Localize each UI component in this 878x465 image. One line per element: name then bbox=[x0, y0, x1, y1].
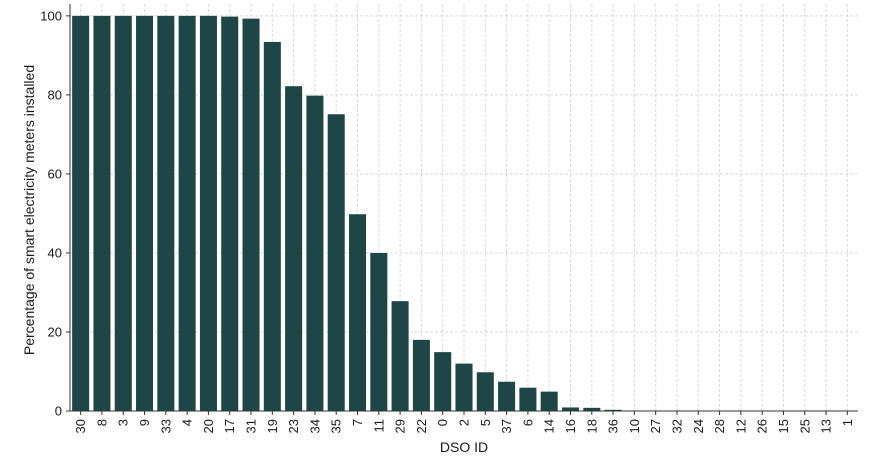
bar bbox=[221, 16, 239, 412]
y-axis-label: Percentage of smart electricity meters i… bbox=[21, 65, 37, 355]
x-tick-label: 22 bbox=[414, 419, 429, 433]
x-tick-label: 26 bbox=[755, 419, 770, 433]
x-tick-label: 9 bbox=[137, 419, 152, 426]
bar bbox=[391, 301, 409, 411]
bar bbox=[370, 252, 388, 411]
bar bbox=[285, 86, 303, 411]
x-tick-label: 27 bbox=[648, 419, 663, 433]
bar bbox=[114, 15, 132, 411]
x-tick-label: 18 bbox=[584, 419, 599, 433]
x-tick-label: 6 bbox=[520, 419, 535, 426]
x-tick-label: 5 bbox=[478, 419, 493, 426]
x-tick-label: 8 bbox=[94, 419, 109, 426]
bar bbox=[263, 41, 281, 411]
bars bbox=[72, 15, 622, 412]
x-tick-label: 0 bbox=[435, 419, 450, 426]
x-tick-label: 11 bbox=[371, 419, 386, 433]
bar bbox=[455, 363, 473, 411]
x-tick-label: 19 bbox=[265, 419, 280, 433]
x-tick-label: 32 bbox=[669, 419, 684, 433]
x-tick-label: 31 bbox=[244, 419, 259, 433]
x-tick-label: 36 bbox=[606, 419, 621, 433]
x-tick-label: 33 bbox=[158, 419, 173, 433]
x-tick-label: 13 bbox=[819, 419, 834, 433]
y-tick-label: 40 bbox=[48, 245, 62, 260]
bar bbox=[306, 95, 324, 411]
bar bbox=[178, 15, 196, 411]
bar bbox=[93, 15, 111, 411]
x-tick-labels: 30 8 3 9 33 4 20 17 31 19 23 34 35 7 11 29 22 0 2 5 37 6 14 16 1… bbox=[73, 411, 855, 433]
x-tick-label: 30 bbox=[73, 419, 88, 433]
bar bbox=[561, 407, 580, 411]
bar bbox=[199, 15, 217, 411]
x-tick-label: 35 bbox=[329, 419, 344, 433]
bar bbox=[157, 15, 175, 411]
x-tick-label: 2 bbox=[457, 419, 472, 426]
bar bbox=[136, 15, 154, 411]
y-tick-label: 80 bbox=[48, 87, 62, 102]
x-tick-label: 16 bbox=[563, 419, 578, 433]
y-tick-labels: 0 20 40 60 80 100 bbox=[40, 8, 70, 419]
x-tick-label: 28 bbox=[712, 419, 727, 433]
x-tick-label: 17 bbox=[222, 419, 237, 433]
x-tick-label: 15 bbox=[776, 419, 791, 433]
x-tick-label: 25 bbox=[797, 419, 812, 433]
y-tick-label: 20 bbox=[48, 324, 62, 339]
bar bbox=[348, 214, 367, 411]
y-tick-label: 100 bbox=[40, 8, 62, 23]
bar bbox=[583, 407, 601, 411]
x-tick-label: 34 bbox=[307, 419, 322, 433]
bar bbox=[72, 15, 90, 411]
bar bbox=[540, 391, 558, 411]
x-tick-label: 3 bbox=[116, 419, 131, 426]
bar bbox=[498, 381, 516, 411]
x-tick-label: 4 bbox=[180, 419, 195, 426]
x-tick-label: 20 bbox=[201, 419, 216, 433]
x-tick-label: 37 bbox=[499, 419, 514, 433]
x-axis-label: DSO ID bbox=[440, 439, 488, 455]
bar bbox=[604, 409, 622, 411]
x-tick-label: 14 bbox=[542, 419, 557, 433]
x-tick-label: 12 bbox=[733, 419, 748, 433]
x-tick-label: 24 bbox=[691, 419, 706, 433]
bar bbox=[519, 387, 537, 411]
x-tick-label: 23 bbox=[286, 419, 301, 433]
bar bbox=[434, 352, 452, 411]
bar bbox=[476, 372, 494, 411]
x-tick-label: 7 bbox=[350, 419, 365, 426]
y-tick-label: 0 bbox=[55, 404, 62, 419]
bar bbox=[412, 339, 430, 411]
y-tick-label: 60 bbox=[48, 166, 62, 181]
bar bbox=[327, 114, 345, 411]
x-tick-label: 10 bbox=[627, 419, 642, 433]
bar bbox=[242, 18, 260, 411]
x-tick-label: 1 bbox=[840, 419, 855, 426]
x-tick-label: 29 bbox=[393, 419, 408, 433]
